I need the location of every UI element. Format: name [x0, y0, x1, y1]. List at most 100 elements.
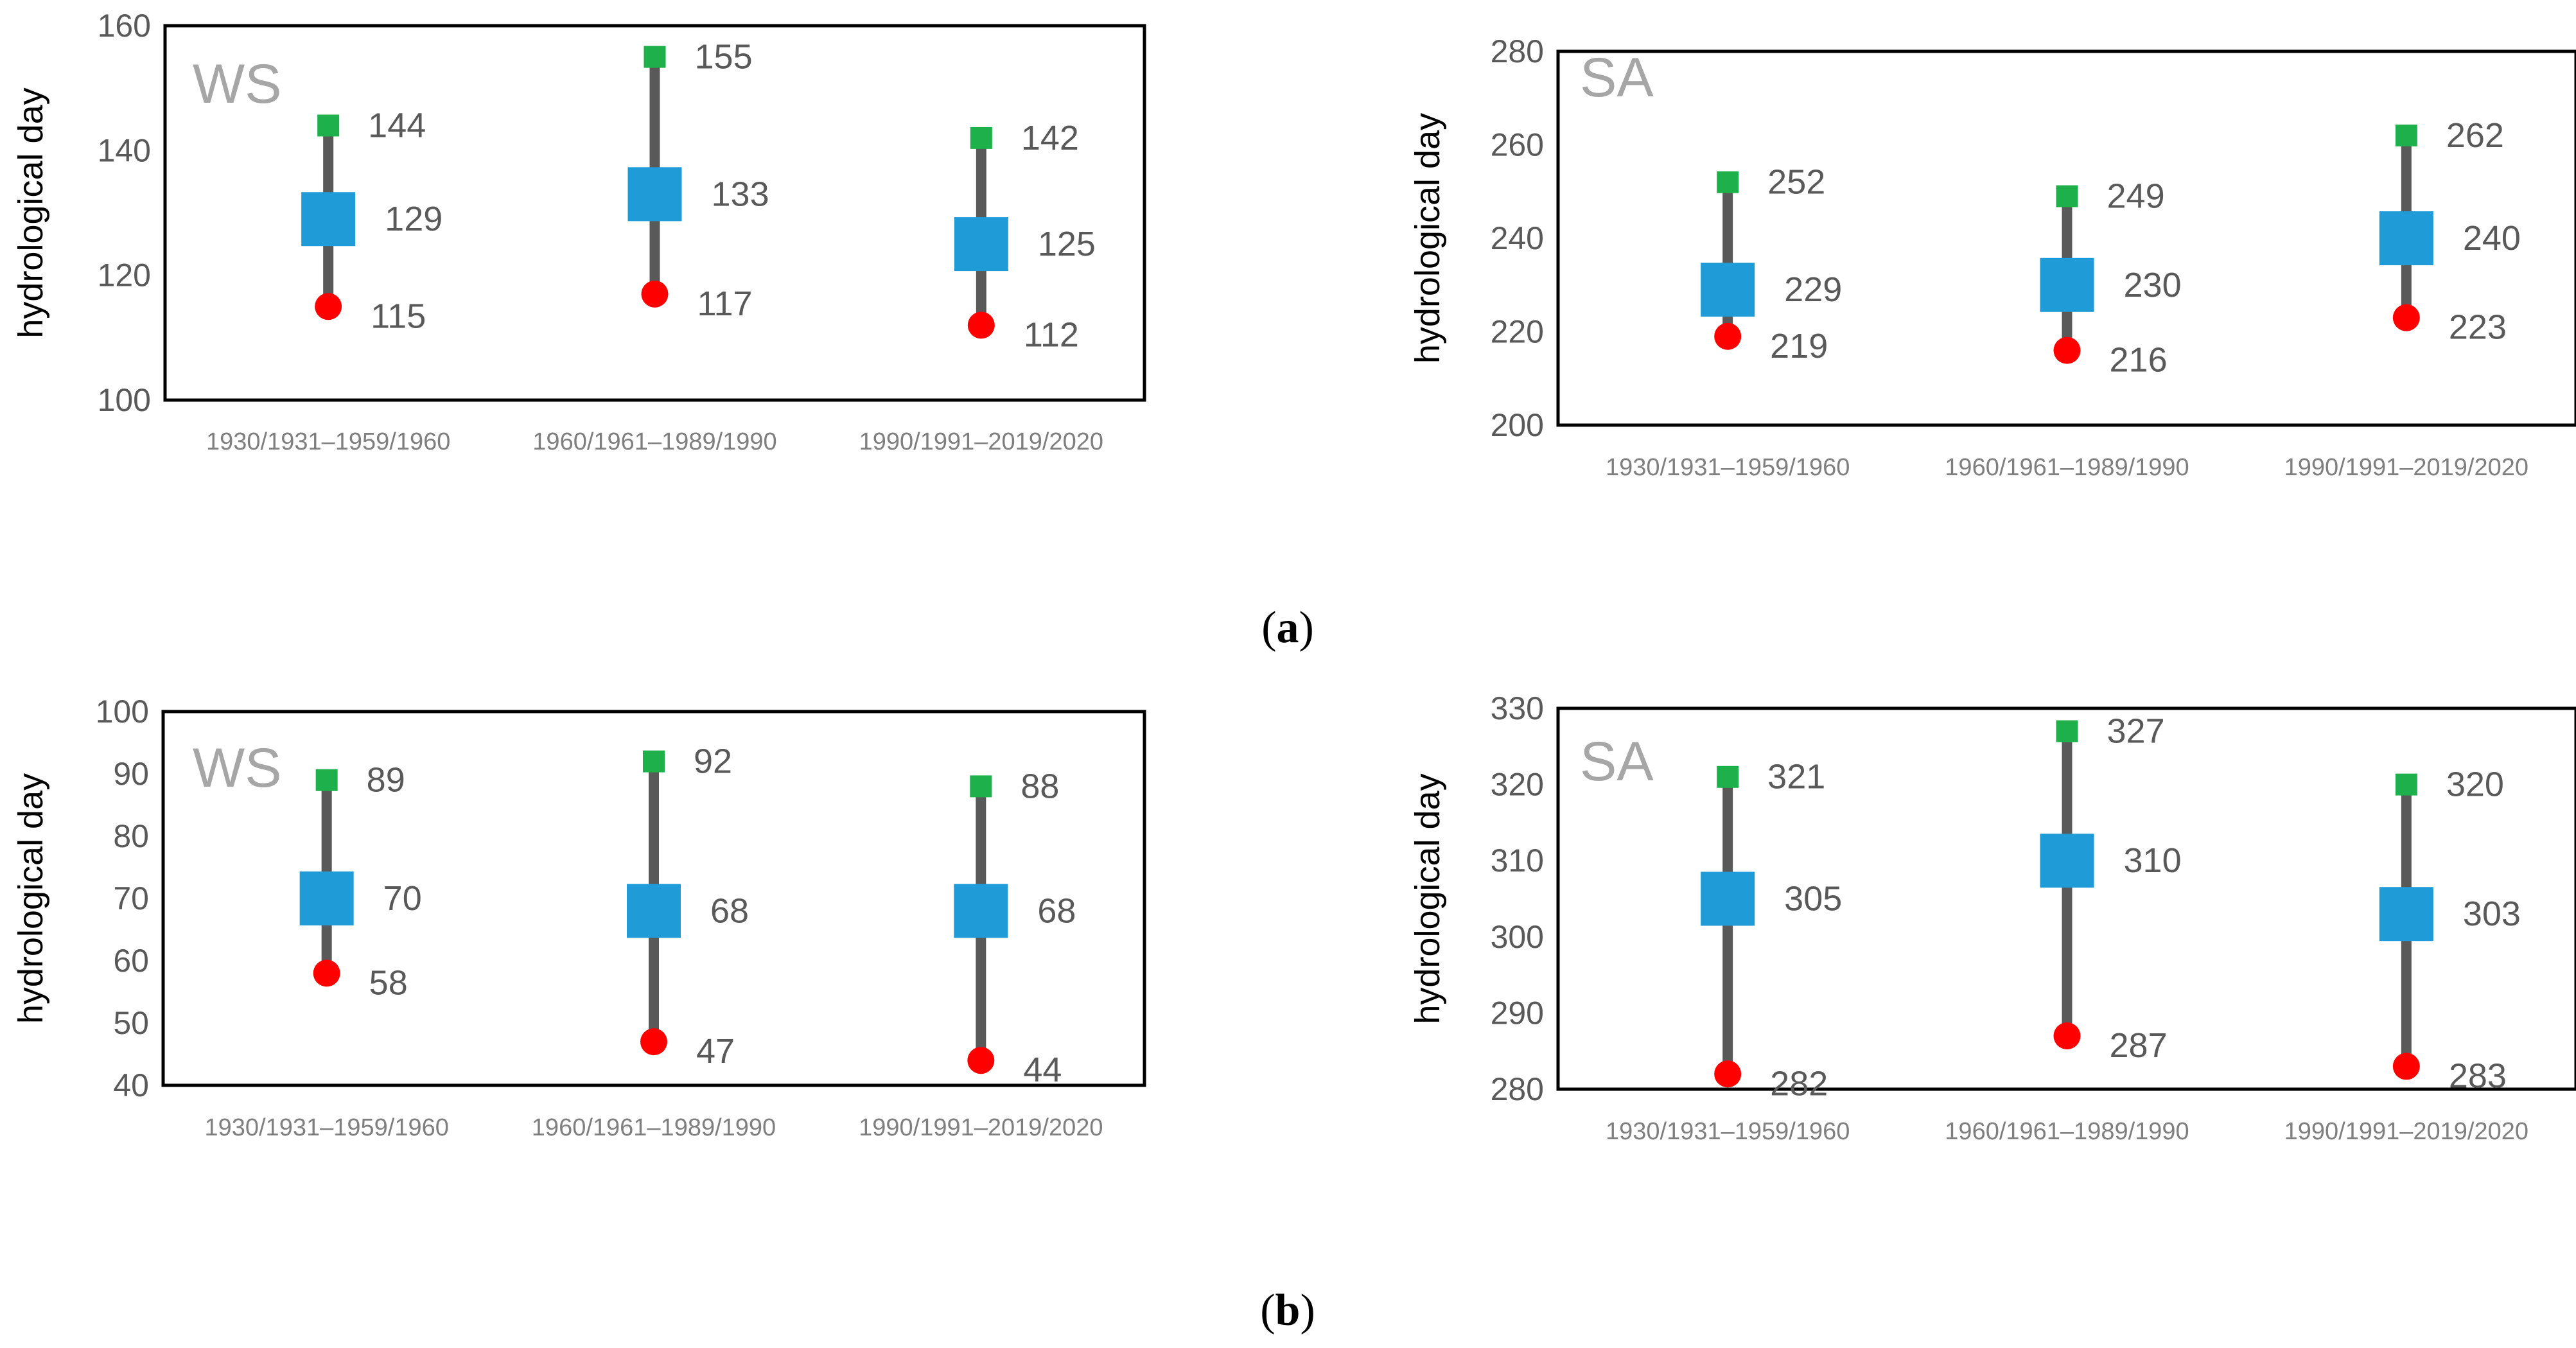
y-tick-label: 80	[113, 818, 149, 854]
max-marker	[643, 750, 665, 773]
min-marker	[641, 280, 669, 308]
min-marker	[2392, 1053, 2420, 1080]
max-value-label: 249	[2107, 177, 2165, 216]
min-value-label: 47	[696, 1032, 735, 1071]
chart-4: 280 290 300 310 320 330 hydrological day SA 1930…	[1408, 690, 2576, 1145]
y-tick-label: 50	[113, 1005, 149, 1041]
y-tick-label: 280	[1491, 1071, 1544, 1107]
x-category-label: 1960/1961–1989/1990	[1945, 1118, 2189, 1145]
y-tick-label: 70	[113, 880, 149, 916]
min-value-label: 117	[697, 284, 753, 323]
max-marker	[2395, 773, 2417, 796]
mean-marker	[954, 884, 1008, 938]
mean-value-label: 240	[2463, 219, 2521, 258]
y-tick-label: 60	[113, 943, 149, 979]
min-marker	[315, 293, 342, 320]
y-tick-label: 220	[1491, 314, 1544, 350]
max-marker	[1717, 171, 1739, 193]
y-tick-label: 330	[1491, 690, 1544, 726]
mean-marker	[627, 884, 681, 938]
mean-marker	[1701, 263, 1755, 317]
charts-layer: 100 120 140 160 hydrological day WS 1930/1931–…	[12, 8, 2576, 1145]
y-axis-label: hydrological day	[12, 87, 50, 338]
chart-1: 100 120 140 160 hydrological day WS 1930/1931–…	[12, 8, 1146, 455]
min-value-label: 115	[371, 297, 426, 335]
min-marker	[313, 959, 340, 987]
y-tick-label: 320	[1491, 767, 1544, 803]
max-value-label: 252	[1767, 163, 1825, 202]
min-marker	[2053, 1022, 2081, 1049]
max-marker	[970, 775, 992, 798]
max-value-label: 155	[695, 38, 753, 76]
caption-b: (b)	[1260, 1286, 1315, 1335]
mean-marker	[299, 871, 354, 925]
mean-value-label: 230	[2124, 266, 2182, 304]
y-tick-label: 40	[113, 1067, 149, 1103]
x-category-label: 1960/1961–1989/1990	[532, 1114, 776, 1141]
y-tick-label: 310	[1491, 843, 1544, 879]
y-tick-label: 160	[98, 8, 151, 44]
x-category-label: 1930/1931–1959/1960	[1606, 454, 1850, 481]
y-tick-label: 240	[1491, 220, 1544, 256]
y-axis-label: hydrological day	[12, 773, 50, 1024]
max-marker	[315, 769, 338, 791]
mean-value-label: 125	[1038, 225, 1096, 263]
min-value-label: 219	[1770, 327, 1828, 365]
x-category-label: 1930/1931–1959/1960	[204, 1114, 448, 1141]
mean-value-label: 68	[1037, 891, 1076, 930]
caption-a: (a)	[1261, 603, 1314, 652]
max-value-label: 327	[2107, 712, 2165, 751]
x-category-label: 1990/1991–2019/2020	[859, 1114, 1103, 1141]
max-marker	[2395, 124, 2417, 146]
x-category-label: 1990/1991–2019/2020	[2284, 454, 2528, 481]
panel-label: WS	[193, 53, 282, 115]
max-value-label: 321	[1767, 758, 1825, 796]
max-value-label: 142	[1021, 119, 1079, 157]
mean-value-label: 305	[1784, 880, 1842, 918]
min-marker	[1714, 1060, 1742, 1088]
mean-value-label: 303	[2463, 895, 2521, 933]
y-tick-label: 260	[1491, 127, 1544, 163]
min-marker	[967, 1047, 995, 1074]
mean-marker	[1701, 871, 1755, 926]
mean-value-label: 229	[1784, 270, 1842, 309]
y-tick-label: 300	[1491, 919, 1544, 955]
mean-marker	[2379, 211, 2433, 265]
max-marker	[2056, 720, 2078, 742]
max-value-label: 89	[367, 761, 405, 800]
max-marker	[2056, 185, 2078, 207]
min-marker	[640, 1028, 667, 1056]
panel-label: SA	[1580, 47, 1654, 109]
chart-2: 200 220 240 260 280 hydrological day SA 1930/19…	[1408, 33, 2576, 481]
min-marker	[2392, 304, 2420, 331]
mean-value-label: 310	[2124, 841, 2182, 880]
y-tick-label: 100	[96, 694, 149, 730]
min-value-label: 216	[2110, 341, 2168, 380]
mean-marker	[2040, 834, 2094, 888]
min-value-label: 112	[1024, 315, 1079, 354]
y-tick-label: 280	[1491, 33, 1544, 69]
mean-marker	[2379, 887, 2433, 941]
min-marker	[2053, 337, 2081, 364]
min-marker	[967, 311, 995, 339]
y-tick-label: 90	[113, 756, 149, 792]
mean-marker	[2040, 258, 2094, 312]
mean-value-label: 133	[712, 175, 769, 213]
min-marker	[1714, 322, 1742, 350]
y-axis-label: hydrological day	[1408, 113, 1447, 363]
x-category-label: 1930/1931–1959/1960	[206, 428, 450, 455]
x-category-label: 1990/1991–2019/2020	[2284, 1118, 2528, 1145]
max-value-label: 92	[694, 742, 732, 781]
x-category-label: 1960/1961–1989/1990	[1945, 454, 2189, 481]
y-tick-label: 100	[98, 382, 151, 418]
max-marker	[317, 114, 340, 137]
plot-area-frame	[161, 710, 1146, 1087]
max-value-label: 88	[1021, 767, 1059, 805]
min-value-label: 287	[2110, 1026, 2168, 1065]
mean-marker	[301, 192, 356, 247]
mean-value-label: 68	[710, 891, 749, 930]
panel-label: SA	[1580, 731, 1654, 792]
min-value-label: 223	[2449, 308, 2507, 347]
max-value-label: 320	[2446, 766, 2504, 804]
